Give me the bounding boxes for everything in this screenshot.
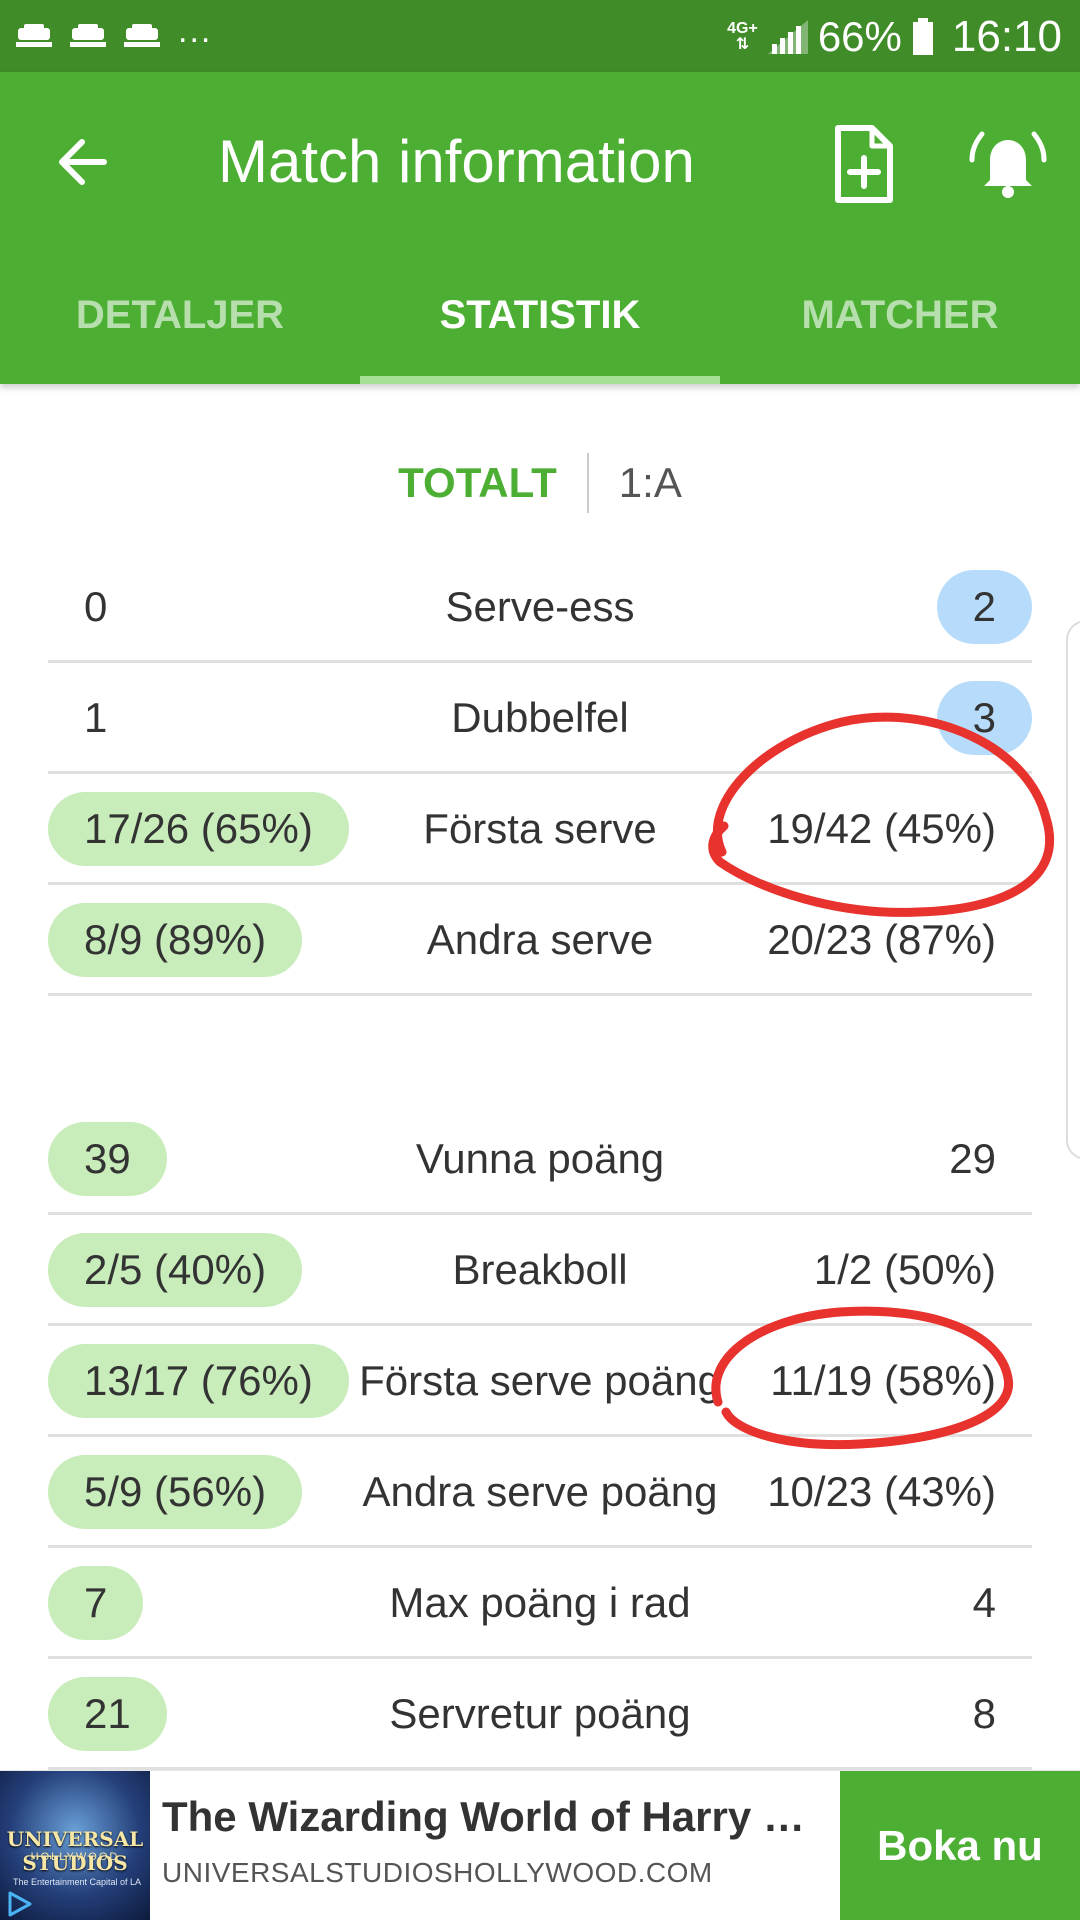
stat-label: Första serve poäng: [359, 1357, 721, 1404]
system-indicators: 4G+ ⇅ 66% 16:10: [727, 12, 1062, 62]
period-1a[interactable]: 1:A: [618, 459, 682, 506]
signal-icon: [767, 20, 808, 54]
stat-label: Max poäng i rad: [389, 1579, 691, 1626]
divider: [586, 453, 589, 513]
adchoices-icon[interactable]: [4, 1889, 34, 1919]
stat-row-forsta-serve: 17/26 (65%) Första serve 19/42 (45%): [48, 774, 1032, 885]
tab-bar: DETALJER STATISTIK MATCHER: [0, 268, 1080, 384]
stat-right-value: 10/23 (43%): [767, 1468, 996, 1515]
stat-row-servretur-poang: 21 Servretur poäng 8: [48, 1659, 1032, 1770]
bell-alert-icon[interactable]: [968, 122, 1048, 202]
app-bar: Match information DETALJER STATISTIK MAT…: [0, 72, 1080, 384]
notification-icon: [16, 24, 52, 47]
notification-icons: ...: [16, 14, 212, 48]
ad-banner[interactable]: UNIVERSAL STUDIOS HOLLYWOOD The Entertai…: [0, 1770, 1080, 1920]
logo-text: UNIVERSAL STUDIOS: [6, 1827, 144, 1875]
clock: 16:10: [951, 12, 1062, 61]
stat-left-value: 5/9 (56%): [48, 1455, 303, 1529]
ad-title[interactable]: The Wizarding World of Harry Potter: [162, 1793, 832, 1840]
stat-row-max-poang-i-rad: 7 Max poäng i rad 4: [48, 1548, 1032, 1659]
stat-row-andra-serve: 8/9 (89%) Andra serve 20/23 (87%): [48, 885, 1032, 996]
document-add-icon[interactable]: [828, 124, 900, 204]
period-totalt[interactable]: TOTALT: [398, 459, 557, 506]
stat-left-value: 0: [84, 583, 108, 630]
scrollbar[interactable]: [1066, 620, 1080, 1160]
stat-left-value: 17/26 (65%): [48, 792, 349, 866]
ad-url[interactable]: UNIVERSALSTUDIOSHOLLYWOOD.COM: [162, 1857, 713, 1888]
stat-label: Andra serve poäng: [362, 1468, 718, 1515]
battery-icon: [912, 18, 933, 55]
tab-detaljer[interactable]: DETALJER: [75, 292, 285, 337]
battery-percent: 66%: [817, 13, 902, 60]
stat-row-serve-ess: 0 Serve-ess 2: [48, 552, 1032, 663]
logo-subtext: HOLLYWOOD: [30, 1851, 120, 1863]
ad-cta-button[interactable]: Boka nu: [840, 1771, 1080, 1920]
stat-left-value: 39: [48, 1122, 167, 1196]
stat-row-vunna-poang: 39 Vunna poäng 29: [48, 1104, 1032, 1215]
stat-left-value: 2/5 (40%): [48, 1233, 303, 1307]
tab-statistik[interactable]: STATISTIK: [360, 268, 720, 384]
section-spacer: [48, 996, 1032, 1104]
stat-right-value: 11/19 (58%): [770, 1357, 996, 1404]
stat-row-forsta-serve-poang: 13/17 (76%) Första serve poäng 11/19 (58…: [48, 1326, 1032, 1437]
active-tab-indicator: [360, 376, 720, 384]
stat-label: Breakboll: [452, 1246, 628, 1293]
stat-right-value: 29: [949, 1135, 996, 1182]
stat-row-dubbelfel: 1 Dubbelfel 3: [48, 663, 1032, 774]
stat-right-value: 4: [972, 1579, 996, 1626]
stats-table: 0 Serve-ess 2 1 Dubbelfel 3 17/26 (65%) …: [48, 552, 1032, 1770]
stat-label: Vunna poäng: [415, 1135, 665, 1182]
page-title: Match information: [218, 128, 695, 195]
stat-right-value: 20/23 (87%): [767, 916, 996, 963]
notification-icon: [124, 24, 160, 47]
stat-right-value: 3: [936, 681, 1032, 755]
more-notifications-indicator: ...: [178, 12, 213, 50]
stat-label: Första serve: [423, 805, 657, 852]
tab-matcher[interactable]: MATCHER: [801, 292, 999, 337]
notification-icon: [70, 24, 106, 47]
stat-left-value: 7: [48, 1566, 144, 1640]
stat-label: Dubbelfel: [451, 694, 629, 741]
ad-logo[interactable]: UNIVERSAL STUDIOS HOLLYWOOD The Entertai…: [0, 1771, 150, 1920]
stat-left-value: 21: [48, 1677, 167, 1751]
stat-row-breakboll: 2/5 (40%) Breakboll 1/2 (50%): [48, 1215, 1032, 1326]
stat-right-value: 19/42 (45%): [767, 805, 996, 852]
stat-right-value: 8: [972, 1690, 996, 1737]
stat-right-value: 2: [936, 570, 1032, 644]
stat-left-value: 13/17 (76%): [48, 1344, 349, 1418]
stat-label: Serve-ess: [445, 583, 635, 630]
stat-left-value: 8/9 (89%): [48, 903, 303, 977]
logo-tagline: The Entertainment Capital of LA: [12, 1877, 142, 1887]
stat-right-value: 1/2 (50%): [813, 1246, 996, 1293]
period-selector: TOTALT 1:A: [0, 448, 1080, 518]
tab-label: STATISTIK: [439, 292, 641, 337]
stat-row-andra-serve-poang: 5/9 (56%) Andra serve poäng 10/23 (43%): [48, 1437, 1032, 1548]
stat-left-value: 1: [84, 694, 108, 741]
status-bar: ... 4G+ ⇅ 66% 16:10: [0, 0, 1080, 72]
stat-label: Servretur poäng: [389, 1690, 691, 1737]
stat-label: Andra serve: [426, 916, 654, 963]
network-type: 4G+ ⇅: [727, 20, 758, 53]
arrow-left-icon[interactable]: [48, 126, 120, 198]
